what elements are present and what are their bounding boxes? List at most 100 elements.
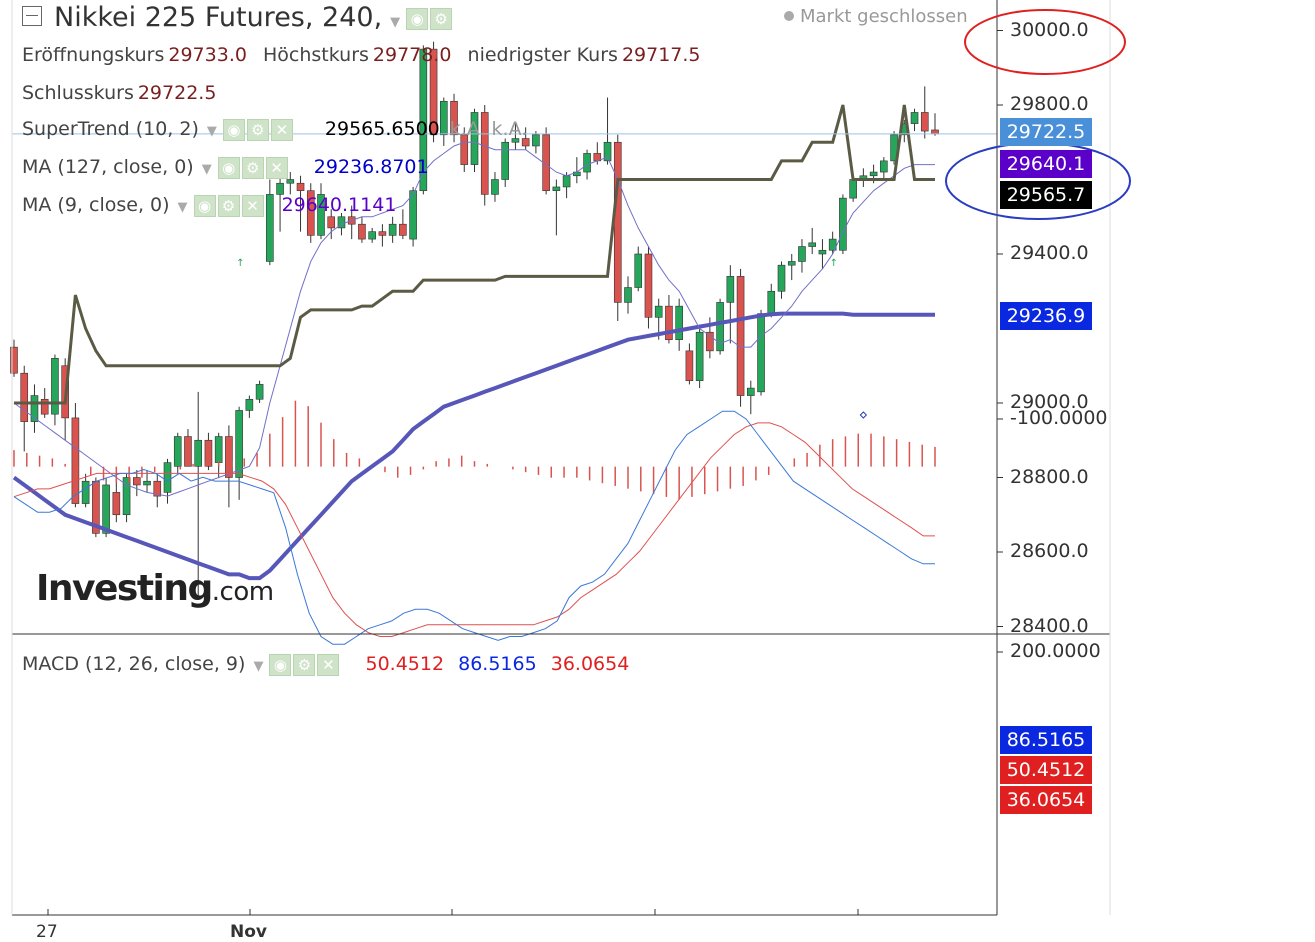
- candle-body: [613, 141, 622, 303]
- candle-body: [399, 223, 407, 236]
- gear-icon[interactable]: ⚙: [217, 194, 240, 217]
- chevron-down-icon[interactable]: ▼: [177, 200, 188, 215]
- ma127-value: 29236.8701: [313, 156, 429, 178]
- candle-body: [695, 331, 704, 381]
- candle-body: [542, 134, 550, 191]
- candle-body: [501, 141, 510, 180]
- candle-body: [245, 398, 254, 411]
- candle-body: [30, 395, 39, 422]
- close-label: Schlusskurs: [22, 82, 134, 104]
- supertrend-line: [14, 104, 935, 405]
- price-tick-label: 28800.0: [1010, 465, 1089, 488]
- candle-body: [102, 484, 110, 534]
- ma9-value: 29640.1141: [281, 194, 397, 216]
- brand-name: Investing: [36, 568, 213, 609]
- ma9-legend[interactable]: MA (9, close, 0) ▼ ◉ ⚙ ✕ 29640.1141: [22, 194, 396, 217]
- close-icon[interactable]: ✕: [241, 194, 264, 217]
- eye-icon[interactable]: ◉: [222, 118, 245, 141]
- candle-body: [757, 313, 765, 393]
- close-icon[interactable]: ✕: [265, 156, 288, 179]
- gear-icon[interactable]: ⚙: [430, 7, 453, 30]
- candle-body: [552, 186, 561, 191]
- candle-body: [225, 436, 233, 478]
- candle-body: [368, 231, 376, 240]
- candle-body: [808, 242, 817, 247]
- candle-body: [266, 194, 274, 262]
- candle-body: [439, 100, 448, 136]
- gear-icon[interactable]: ⚙: [241, 156, 264, 179]
- eye-icon[interactable]: ◉: [193, 194, 216, 217]
- candle-body: [849, 179, 857, 199]
- candle-body: [204, 439, 213, 467]
- candle-body: [654, 305, 663, 318]
- supertrend-extra: k.A. k.A.: [449, 118, 528, 140]
- candle-body: [327, 216, 336, 229]
- supertrend-label: SuperTrend (10, 2): [22, 118, 199, 140]
- chevron-down-icon[interactable]: ▼: [390, 15, 401, 30]
- candle-body: [378, 231, 387, 236]
- candle-body: [869, 171, 878, 177]
- gear-icon[interactable]: ⚙: [293, 653, 316, 676]
- candle-body: [685, 350, 694, 381]
- chevron-down-icon[interactable]: ▼: [201, 162, 212, 177]
- ohlc-legend: Eröffnungskurs 29733.0 Höchstkurs 29778.0 …: [22, 44, 701, 66]
- time-tick-label: 27: [36, 922, 58, 942]
- candle-body: [746, 387, 755, 396]
- up-arrow-marker: ↑: [236, 258, 244, 269]
- candle-body: [286, 179, 295, 184]
- candle-body: [143, 480, 151, 486]
- candle-body: [644, 253, 653, 318]
- candle-body: [296, 182, 305, 191]
- candle-body: [163, 462, 172, 493]
- candle-body: [184, 436, 192, 467]
- supertrend-legend[interactable]: SuperTrend (10, 2) ▼ ◉ ⚙ ✕ 29565.6500 k.A. k.…: [22, 118, 527, 141]
- macd-tag: 86.5165: [1000, 726, 1092, 754]
- candle-body: [665, 305, 673, 340]
- collapse-icon[interactable]: [22, 5, 42, 26]
- candle-body: [787, 261, 796, 266]
- candle-body: [112, 492, 121, 516]
- price-tick-label: 30000.0: [1010, 18, 1089, 41]
- candle-body: [839, 197, 847, 251]
- candle-body: [603, 141, 612, 162]
- candle-body: [71, 417, 80, 504]
- brand-suffix: .com: [211, 577, 274, 607]
- eye-icon[interactable]: ◉: [406, 7, 429, 30]
- low-value: 29717.5: [621, 44, 701, 66]
- candle-body: [10, 346, 18, 374]
- macd-tick-label: -100.0000: [1010, 407, 1108, 429]
- price-tag: 29236.9: [1000, 302, 1092, 330]
- ma127-label: MA (127, close, 0): [22, 156, 194, 178]
- macd-value-3: 36.0654: [550, 653, 630, 675]
- macd-label: MACD (12, 26, close, 9): [22, 653, 246, 675]
- close-icon[interactable]: ✕: [270, 118, 293, 141]
- candle-body: [40, 398, 49, 415]
- macd-legend[interactable]: MACD (12, 26, close, 9) ▼ ◉ ⚙ ✕ 50.4512 86.5…: [22, 653, 629, 676]
- macd-value-1: 50.4512: [365, 653, 445, 675]
- market-status: Markt geschlossen: [784, 6, 968, 27]
- chevron-down-icon[interactable]: ▼: [253, 659, 264, 674]
- open-value: 29733.0: [168, 44, 247, 66]
- candle-body: [419, 48, 428, 191]
- chevron-down-icon[interactable]: ▼: [206, 124, 217, 139]
- price-tag: 29640.1: [1000, 150, 1092, 178]
- candle-body: [337, 216, 346, 229]
- close-icon[interactable]: ✕: [317, 653, 340, 676]
- candle-body: [358, 223, 366, 240]
- candle-body: [920, 112, 929, 132]
- candle-body: [880, 160, 888, 173]
- candle-body: [634, 253, 643, 288]
- supertrend-value: 29565.6500: [324, 118, 440, 140]
- eye-icon[interactable]: ◉: [269, 653, 292, 676]
- candle-body: [235, 410, 243, 478]
- candle-body: [818, 249, 827, 255]
- candle-body: [276, 182, 284, 195]
- eye-icon[interactable]: ◉: [217, 156, 240, 179]
- macd-tick-label: 200.0000: [1010, 640, 1101, 662]
- gear-icon[interactable]: ⚙: [246, 118, 269, 141]
- candle-body: [521, 138, 530, 147]
- ma127-legend[interactable]: MA (127, close, 0) ▼ ◉ ⚙ ✕ 29236.8701: [22, 156, 429, 179]
- macd-line: [13, 410, 935, 645]
- candle-body: [81, 480, 90, 504]
